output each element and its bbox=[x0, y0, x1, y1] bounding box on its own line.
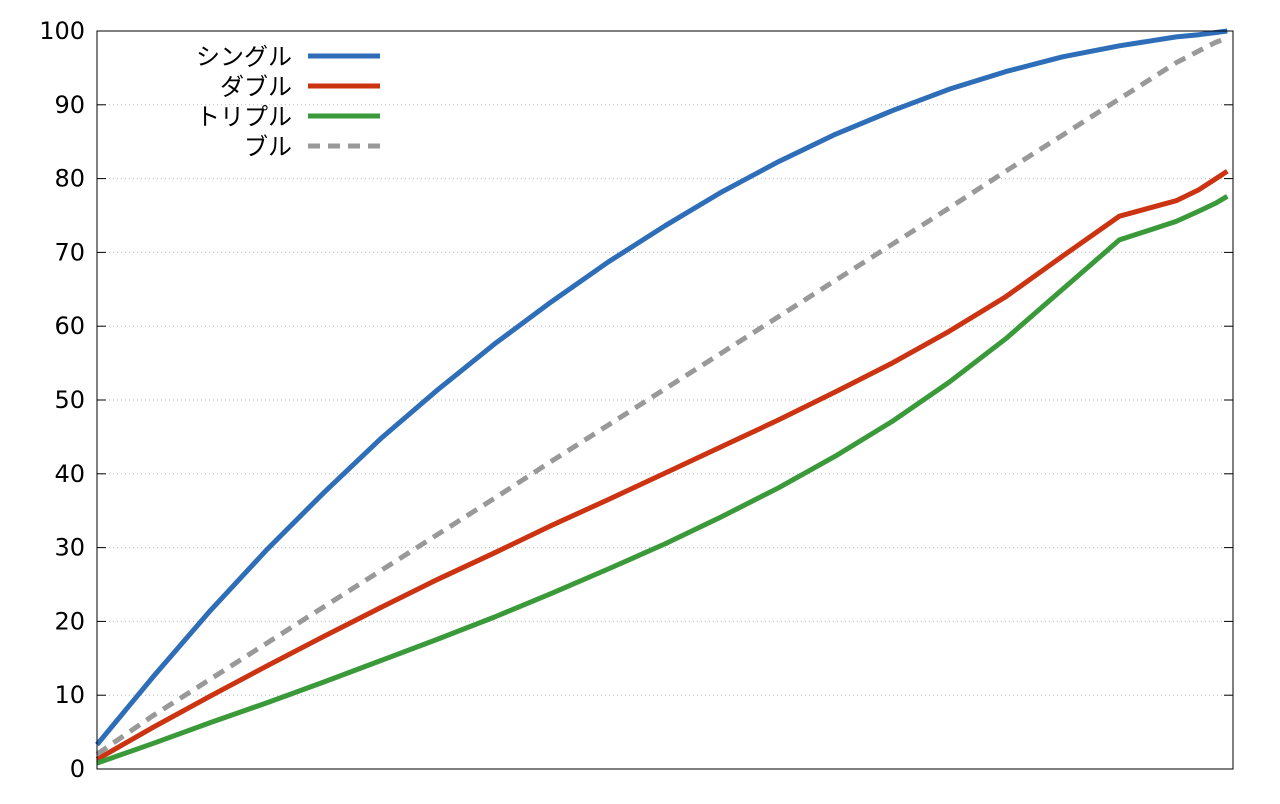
y-tick-label: 70 bbox=[54, 238, 85, 266]
y-tick-label: 0 bbox=[70, 755, 85, 783]
y-tick-label: 100 bbox=[39, 17, 85, 45]
series-line-2 bbox=[95, 169, 1229, 762]
y-tick-label: 90 bbox=[54, 91, 85, 119]
series-layer bbox=[95, 28, 1229, 766]
series-line-3 bbox=[96, 194, 1229, 766]
y-tick-label: 80 bbox=[54, 165, 85, 193]
y-tick-label: 60 bbox=[54, 312, 85, 340]
series-line-4 bbox=[95, 36, 1229, 757]
y-tick-label: 40 bbox=[54, 460, 85, 488]
y-tick-label: 50 bbox=[54, 386, 85, 414]
y-tick-label: 20 bbox=[54, 607, 85, 635]
grid-layer bbox=[97, 104, 1233, 696]
tick-layer: 0 10 20 30 40 50 60 70 80 90 100 bbox=[39, 17, 1233, 783]
legend-label: シングル bbox=[196, 43, 292, 71]
y-tick-label: 10 bbox=[54, 681, 85, 709]
legend-label: ブル bbox=[244, 133, 292, 161]
series-line-1 bbox=[95, 28, 1228, 747]
y-tick-label: 30 bbox=[54, 534, 85, 562]
legend-label: トリプル bbox=[196, 103, 292, 131]
legend-label: ダブル bbox=[220, 73, 292, 101]
